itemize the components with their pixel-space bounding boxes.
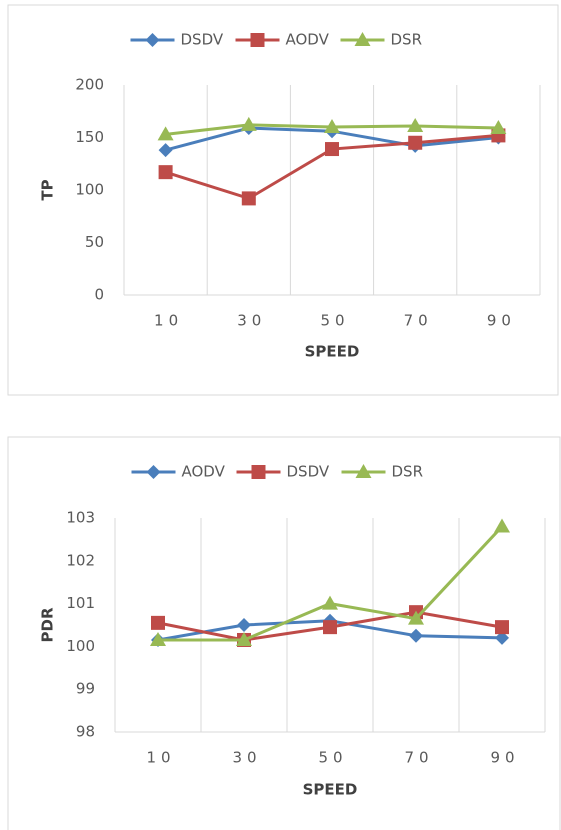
x-tick-label: 30: [237, 312, 266, 330]
marker: [146, 465, 161, 479]
y-axis-title: PDR: [39, 607, 57, 642]
y-tick-label: 0: [94, 286, 104, 304]
marker: [322, 595, 338, 610]
marker: [241, 191, 256, 206]
y-tick-label: 100: [66, 637, 95, 655]
marker: [251, 465, 266, 479]
marker: [495, 620, 509, 635]
y-tick-label: 100: [75, 181, 104, 199]
legend-label: DSR: [391, 31, 423, 49]
marker: [158, 165, 173, 180]
marker: [158, 143, 173, 158]
marker: [250, 33, 265, 47]
marker: [355, 464, 372, 478]
x-tick-label: 70: [404, 312, 433, 330]
x-tick-label: 90: [487, 312, 516, 330]
legend-label: DSR: [392, 463, 424, 481]
y-tick-label: 150: [75, 128, 104, 146]
marker: [494, 518, 510, 533]
x-tick-label: 70: [404, 749, 433, 767]
marker: [151, 615, 165, 630]
legend-label: AODV: [286, 31, 330, 49]
legend-label: DSDV: [287, 463, 330, 481]
marker: [409, 628, 423, 643]
marker: [354, 32, 371, 46]
y-tick-label: 200: [75, 76, 104, 94]
marker: [240, 116, 257, 131]
marker: [145, 33, 160, 47]
y-tick-label: 99: [76, 680, 95, 698]
x-tick-label: 90: [490, 749, 519, 767]
y-tick-label: 98: [76, 723, 95, 741]
marker: [237, 618, 251, 632]
x-axis-title: SPEED: [303, 781, 358, 799]
marker: [408, 610, 424, 625]
y-axis-title: TP: [39, 179, 57, 200]
x-tick-label: 10: [146, 749, 175, 767]
x-tick-label: 50: [320, 312, 349, 330]
x-tick-label: 50: [318, 749, 347, 767]
legend-label: DSDV: [181, 31, 224, 49]
chart-frame: [7, 4, 559, 396]
marker: [150, 631, 166, 646]
y-tick-label: 103: [66, 509, 95, 527]
marker: [236, 631, 252, 646]
marker: [324, 119, 340, 133]
marker: [323, 620, 337, 635]
marker: [490, 120, 507, 135]
marker: [408, 135, 423, 150]
legend-label: AODV: [182, 463, 226, 481]
marker: [325, 142, 339, 157]
x-tick-label: 30: [232, 749, 261, 767]
x-tick-label: 10: [154, 312, 183, 330]
y-tick-label: 101: [66, 594, 95, 612]
chart-frame: [7, 436, 561, 830]
marker: [407, 117, 424, 132]
y-tick-label: 50: [85, 233, 104, 251]
marker: [495, 630, 509, 645]
y-tick-label: 102: [66, 551, 95, 569]
marker: [157, 126, 174, 141]
x-axis-title: SPEED: [305, 343, 360, 361]
